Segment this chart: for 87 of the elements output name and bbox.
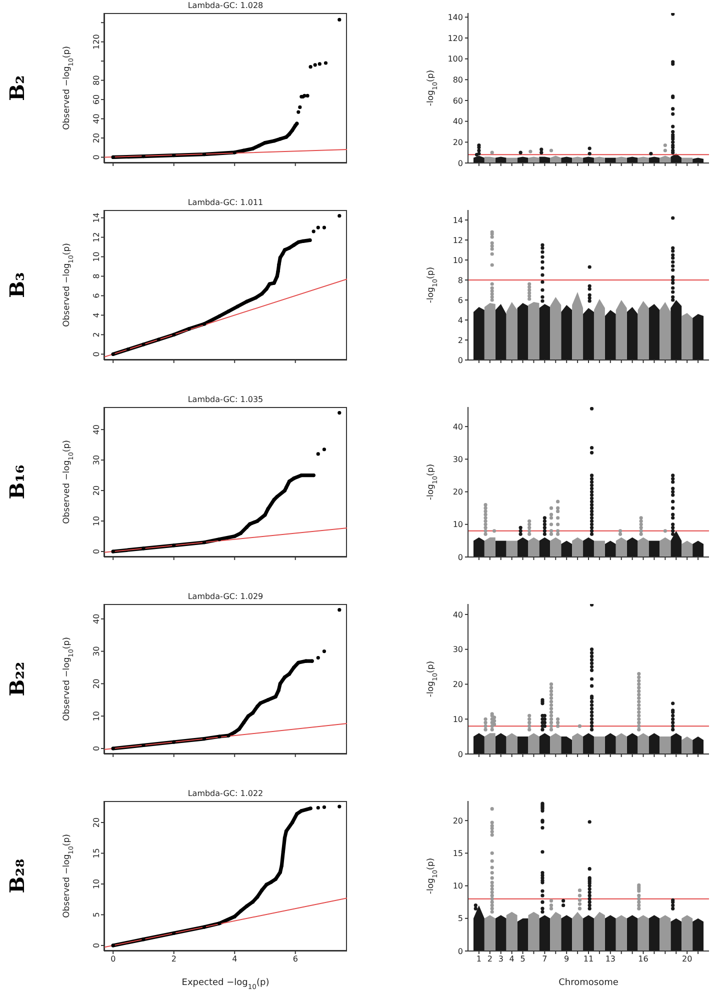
y-tick-label: 10: [92, 252, 101, 262]
x-tick-label: 9: [564, 954, 570, 964]
y-tick-label: 8: [458, 276, 463, 285]
chart-title: Lambda-GC: 1.029: [186, 592, 264, 602]
y-tick-label: 4: [458, 316, 463, 325]
x-tick-label: 5: [520, 954, 526, 964]
y-tick-label: 6: [458, 296, 463, 305]
y-tick-label: 14: [452, 216, 463, 225]
text: B₃: [5, 272, 29, 298]
y-tick-label: 10: [452, 714, 463, 724]
chart-title: Lambda-GC: 1.022: [186, 789, 264, 799]
x-tick-label: 4: [232, 954, 238, 964]
y-tick-label: 0: [92, 154, 101, 160]
y-tick-label: 10: [452, 882, 463, 891]
y-tick-label: 40: [92, 424, 101, 435]
x-axis-title: Expected −log$_{10}$(p): [182, 978, 270, 991]
x-axis-title: Chromosome: [558, 978, 619, 988]
y-tick-label: 20: [92, 485, 101, 496]
y-tick-label: 0: [458, 158, 463, 168]
y-tick-label: 30: [452, 645, 463, 654]
y-tick-label: 40: [452, 117, 463, 126]
y-tick-label: 2: [458, 336, 463, 345]
x-tick-label: 7: [542, 954, 548, 964]
y-tick-label: 5: [458, 914, 463, 924]
x-tick-label: 3: [498, 954, 504, 964]
x-tick-label: 20: [682, 954, 692, 964]
y-tick-label: 20: [452, 138, 463, 148]
x-tick-label: 0: [110, 954, 116, 964]
y-tick-label: 60: [92, 94, 101, 105]
x-tick-label: 2: [171, 954, 176, 964]
y-tick-label: 20: [92, 132, 101, 144]
x-tick-label: 11: [583, 954, 594, 964]
y-tick-label: 20: [452, 680, 463, 690]
y-tick-label: 12: [452, 236, 463, 245]
y-tick-label: 0: [458, 750, 463, 759]
x-tick-label: 4: [509, 954, 514, 964]
y-tick-label: 120: [92, 34, 101, 50]
y-tick-label: 20: [92, 817, 101, 828]
y-tick-label: 0: [92, 548, 101, 554]
y-tick-label: 0: [92, 352, 101, 357]
x-tick-label: 16: [638, 954, 648, 964]
y-tick-label: 10: [452, 520, 463, 530]
y-tick-label: 0: [92, 746, 101, 752]
y-tick-label: 5: [92, 912, 101, 918]
y-tick-label: 40: [92, 614, 101, 624]
y-tick-label: 10: [452, 256, 463, 265]
y-tick-label: 30: [452, 455, 463, 464]
y-tick-label: 60: [452, 96, 463, 106]
y-tick-label: 10: [92, 516, 101, 526]
y-tick-label: 10: [92, 711, 101, 722]
y-tick-label: 0: [458, 356, 463, 365]
y-tick-label: 15: [452, 849, 463, 858]
y-tick-label: 120: [448, 34, 463, 43]
y-tick-label: 10: [92, 878, 101, 890]
y-tick-label: 2: [92, 332, 101, 338]
x-tick-label: 1: [476, 954, 482, 964]
y-tick-label: 12: [92, 232, 101, 242]
text: B₁₆: [5, 464, 29, 500]
y-tick-label: 30: [92, 646, 101, 656]
text: B₂: [5, 75, 29, 101]
chart-title: Lambda-GC: 1.035: [186, 395, 264, 405]
y-tick-label: 20: [452, 488, 463, 497]
y-tick-label: 140: [448, 13, 463, 22]
y-tick-label: 20: [92, 678, 101, 689]
y-tick-label: 80: [92, 75, 101, 86]
y-tick-label: 100: [448, 54, 463, 64]
chart-title: Lambda-GC: 1.011: [186, 198, 264, 208]
y-tick-label: 40: [452, 610, 463, 620]
x-tick-label: 6: [292, 954, 298, 964]
text: B₂₈: [5, 858, 29, 894]
y-tick-label: 30: [92, 454, 101, 466]
y-tick-label: 0: [458, 946, 463, 956]
x-tick-label: 2: [487, 954, 492, 964]
chart-title: Lambda-GC: 1.028: [186, 1, 264, 11]
y-tick-label: 4: [92, 312, 101, 318]
y-tick-label: 15: [92, 848, 101, 858]
y-tick-label: 80: [452, 76, 463, 85]
y-tick-label: 40: [452, 422, 463, 432]
y-tick-label: 8: [92, 274, 101, 279]
y-tick-label: 6: [92, 293, 101, 298]
y-tick-label: 0: [458, 552, 463, 562]
y-tick-label: 20: [452, 816, 463, 826]
x-tick-label: 13: [605, 954, 616, 964]
y-tick-label: 0: [92, 942, 101, 948]
text: B₂₂: [5, 662, 29, 696]
y-tick-label: 14: [92, 212, 101, 223]
y-tick-label: 40: [92, 114, 101, 124]
